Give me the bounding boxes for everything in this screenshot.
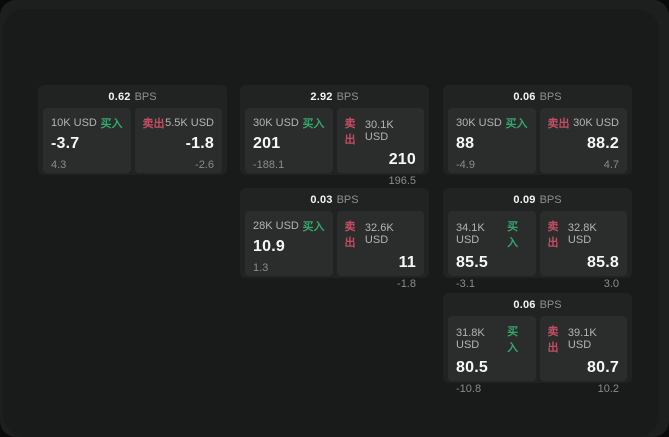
buy-price: 88 [456,135,475,152]
bps-unit-label: BPS [336,193,359,206]
buy-price: 201 [253,135,281,152]
sell-size: 39.1K USD [567,327,597,351]
quote-card: 0.03 BPS 28K USD 买入 10.9 1.3 卖出 32.6K US… [240,188,429,290]
sell-sub-value: 196.5 [388,175,416,187]
sell-price: 210 [388,151,416,168]
buy-panel[interactable]: 34.1K USD 买入 85.5 -3.1 [448,211,536,290]
card-header: 2.92 BPS [240,85,429,108]
sell-panel[interactable]: 卖出 5.5K USD -1.8 -2.6 [134,108,222,173]
buy-sub-value: 1.3 [253,262,269,274]
buy-panel[interactable]: 30K USD 买入 88 -4.9 [448,108,536,173]
buy-sub-value: -3.1 [456,278,475,290]
buy-panel[interactable]: 10K USD 买入 -3.7 4.3 [43,108,131,173]
buy-side-label: 买入 [302,221,325,233]
buy-side-label: 买入 [507,326,519,354]
sell-side-label: 卖出 [547,118,570,130]
buy-size: 30K USD [456,117,502,129]
sell-price: 85.8 [587,254,619,271]
sell-price: 88.2 [587,135,619,152]
sell-price: 80.7 [587,359,619,376]
bps-value: 0.06 [513,90,536,103]
bps-value: 2.92 [310,90,333,103]
bps-unit-label: BPS [539,90,562,103]
sell-sub-value: -1.8 [397,278,416,290]
quote-card: 0.06 BPS 31.8K USD 买入 80.5 -10.8 卖出 39.1… [443,293,632,395]
sell-size: 5.5K USD [165,117,214,129]
sell-panel[interactable]: 卖出 32.8K USD 85.8 3.0 [539,211,627,290]
buy-size: 34.1K USD [456,222,485,246]
buy-side-label: 买入 [100,118,123,130]
card-header: 0.06 BPS [443,85,632,108]
buy-side-label: 买入 [302,118,325,130]
card-header: 0.03 BPS [240,188,429,211]
buy-sub-value: -4.9 [456,159,475,171]
sell-sub-value: 4.7 [603,159,619,171]
sell-size: 32.8K USD [567,222,597,246]
quote-card: 2.92 BPS 30K USD 买入 201 -188.1 卖出 30.1K … [240,85,429,187]
buy-size: 10K USD [51,117,97,129]
bps-unit-label: BPS [539,298,562,311]
sell-size: 30K USD [573,117,619,129]
buy-panel[interactable]: 28K USD 买入 10.9 1.3 [245,211,333,276]
sell-side-label: 卖出 [547,221,559,249]
buy-sub-value: -10.8 [456,383,482,395]
buy-price: 10.9 [253,238,285,255]
sell-sub-value: 3.0 [603,278,619,290]
sell-panel[interactable]: 卖出 39.1K USD 80.7 10.2 [539,316,627,395]
quote-card: 0.62 BPS 10K USD 买入 -3.7 4.3 卖出 5.5K USD [38,85,227,175]
sell-panel[interactable]: 卖出 30.1K USD 210 196.5 [336,108,424,187]
buy-panel[interactable]: 31.8K USD 买入 80.5 -10.8 [448,316,536,395]
buy-panel[interactable]: 30K USD 买入 201 -188.1 [245,108,333,173]
sell-price: 11 [398,254,416,271]
bps-unit-label: BPS [336,90,359,103]
sell-price: -1.8 [185,135,214,152]
buy-size: 31.8K USD [456,327,485,351]
sell-sub-value: -2.6 [195,159,214,171]
bps-value: 0.03 [310,193,333,206]
buy-size: 30K USD [253,117,299,129]
sell-side-label: 卖出 [344,118,356,146]
buy-size: 28K USD [253,220,299,232]
sell-side-label: 卖出 [142,118,165,130]
quotes-board: 0.62 BPS 10K USD 买入 -3.7 4.3 卖出 5.5K USD [3,9,659,437]
sell-size: 32.6K USD [364,222,394,246]
bps-value: 0.62 [108,90,131,103]
buy-sub-value: -188.1 [253,159,285,171]
buy-side-label: 买入 [505,118,528,130]
sell-panel[interactable]: 卖出 32.6K USD 11 -1.8 [336,211,424,290]
quote-card: 0.09 BPS 34.1K USD 买入 85.5 -3.1 卖出 32.8K… [443,188,632,290]
card-header: 0.09 BPS [443,188,632,211]
quote-card: 0.06 BPS 30K USD 买入 88 -4.9 卖出 30K USD [443,85,632,175]
sell-side-label: 卖出 [344,221,356,249]
bps-unit-label: BPS [134,90,157,103]
buy-side-label: 买入 [507,221,519,249]
buy-price: -3.7 [51,135,80,152]
sell-panel[interactable]: 卖出 30K USD 88.2 4.7 [539,108,627,173]
sell-side-label: 卖出 [547,326,559,354]
buy-price: 80.5 [456,359,488,376]
buy-price: 85.5 [456,254,488,271]
sell-size: 30.1K USD [364,119,394,143]
sell-sub-value: 10.2 [597,383,619,395]
buy-sub-value: 4.3 [51,159,67,171]
card-header: 0.62 BPS [38,85,227,108]
bps-unit-label: BPS [539,193,562,206]
bps-value: 0.06 [513,298,536,311]
bps-value: 0.09 [513,193,536,206]
card-header: 0.06 BPS [443,293,632,316]
